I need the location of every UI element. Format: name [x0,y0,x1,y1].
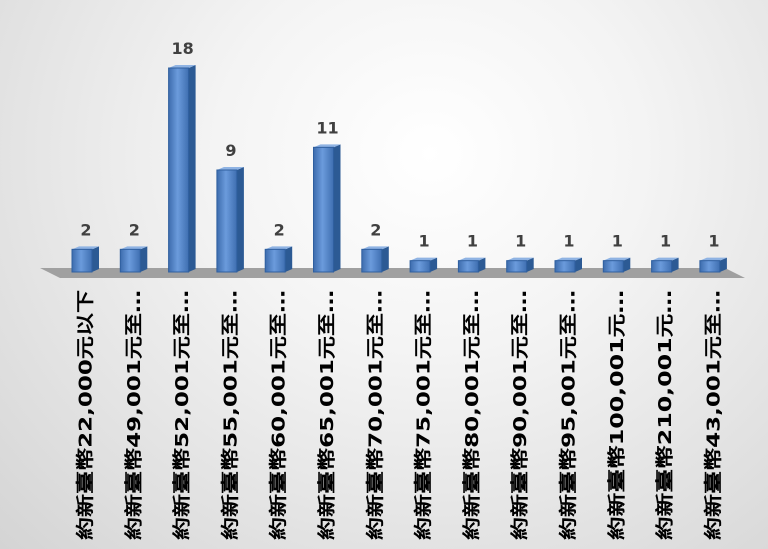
bar-6 [361,246,389,273]
bar-side [671,257,679,272]
bar-5 [313,144,341,273]
category-label-9: 約新臺幣90,001元至… [509,290,531,540]
bar-13 [699,257,727,273]
bar-front [119,248,141,273]
category-label-12: 約新臺幣210,001元… [654,290,676,540]
bar-side [333,144,341,272]
bar-front [216,169,238,273]
value-label-13: 1 [708,232,719,251]
bar-front [409,260,431,273]
bar-front [168,67,190,273]
bar-2 [168,65,196,273]
bar-top [651,257,679,261]
bar-top [72,246,99,250]
bar-front [699,260,721,273]
category-label-6: 約新臺幣70,001元至… [364,290,386,540]
bar-side [140,246,148,272]
bar-top [120,246,148,250]
bar-front [506,260,528,273]
bar-7 [409,257,438,273]
value-label-7: 1 [419,232,430,251]
bar-10 [554,257,582,273]
category-label-13: 約新臺幣43,001元至… [702,290,724,540]
bar-12 [651,257,679,273]
bar-front [361,248,383,273]
value-label-6: 2 [370,220,381,239]
bar-front [313,146,334,273]
bar-top [555,257,582,261]
value-label-2: 18 [171,39,193,58]
bar-front [602,260,624,273]
bar-side [381,246,389,272]
bar-side [623,257,631,272]
bar-side [188,65,196,272]
category-label-1: 約新臺幣49,001元至… [123,290,145,540]
bar-front [71,248,93,273]
bar-front [554,260,576,273]
bar-top [410,257,438,261]
bar-side [478,257,486,272]
bar-side [526,257,534,272]
category-label-7: 約新臺幣75,001元至… [413,290,435,540]
category-label-8: 約新臺幣80,001元至… [461,290,483,540]
bar-side [430,257,438,272]
value-label-12: 1 [660,232,671,251]
value-label-11: 1 [612,232,623,251]
bar-top [699,257,727,261]
category-labels-layer: 約新臺幣22,000元以下 約新臺幣49,001元至… 約新臺幣52,001元至… 約… [75,290,725,540]
bar-9 [506,257,534,273]
bar-top [168,65,196,68]
bar-side [719,257,727,272]
bar-top [216,167,244,170]
bar-top [313,144,341,148]
bar-11 [602,257,631,273]
bar-4 [264,246,293,273]
value-label-0: 2 [80,220,91,239]
value-label-8: 1 [467,232,478,251]
bar-side [236,167,244,272]
bars-layer [71,65,727,273]
category-label-0: 約新臺幣22,000元以下 [75,290,97,540]
value-label-9: 1 [515,232,526,251]
category-label-2: 約新臺幣52,001元至… [171,290,193,540]
value-label-4: 2 [274,220,285,239]
value-label-3: 9 [225,141,236,160]
bar-3 [216,167,244,273]
bar-front [264,248,286,273]
bar-0 [71,246,99,273]
bar-front [651,260,673,273]
bar-top [603,257,631,261]
bar-top [265,246,293,250]
value-label-5: 11 [316,118,338,137]
bar-top [458,257,486,261]
value-label-10: 1 [563,232,574,251]
bar-top [506,257,534,261]
bar-top [361,246,389,250]
category-label-10: 約新臺幣95,001元至… [558,290,580,540]
bar-1 [119,246,148,273]
value-label-1: 2 [129,220,140,239]
bar-side [285,246,293,272]
category-label-3: 約新臺幣55,001元至… [219,290,241,540]
bar-front [457,260,479,273]
bar-side [92,246,99,272]
category-label-5: 約新臺幣65,001元至… [316,290,338,540]
bar-side [575,257,582,272]
bar-8 [457,257,486,273]
category-label-11: 約新臺幣100,001元… [606,290,628,540]
category-label-4: 約新臺幣60,001元至… [268,290,290,540]
